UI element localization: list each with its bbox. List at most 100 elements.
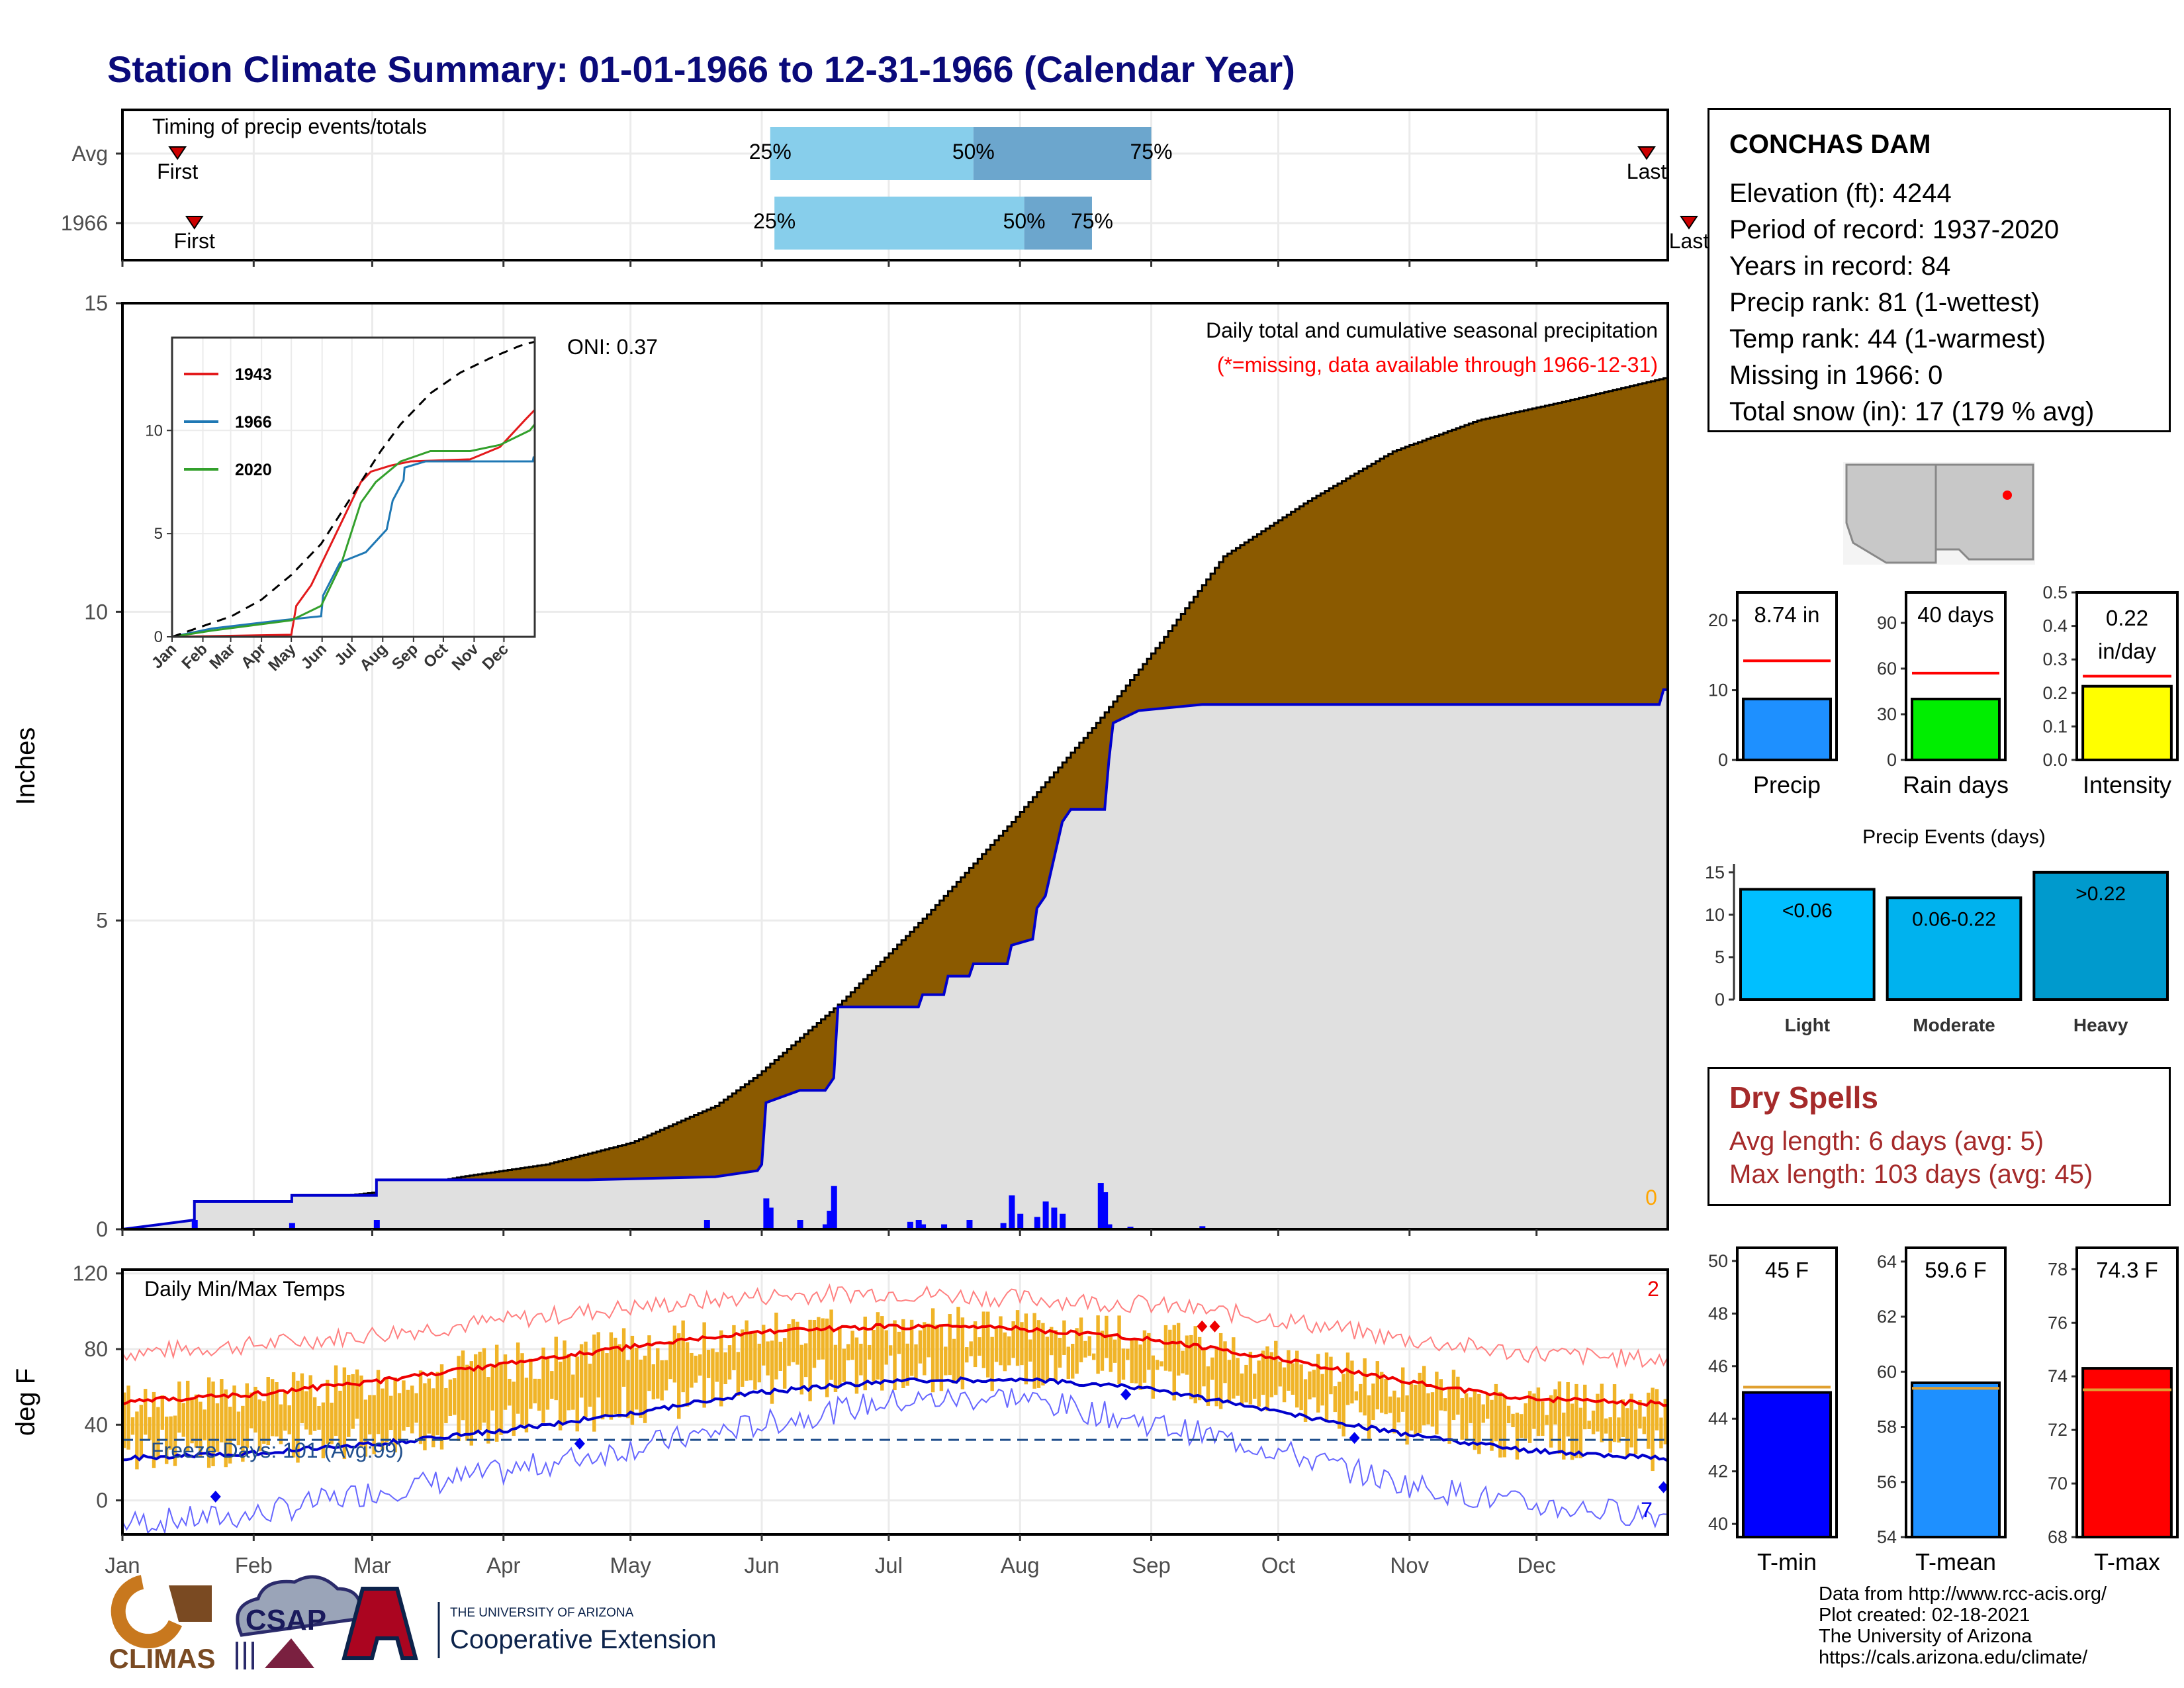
temp-daily-range-bar [723,1352,727,1385]
temp-daily-range-bar [1236,1358,1240,1396]
temp-daily-range-bar [452,1378,457,1415]
temp-daily-range-bar [1477,1394,1481,1454]
events-bar-label: >0.22 [2075,883,2126,905]
temp-daily-range-bar [715,1352,719,1382]
temp-daily-range-bar [690,1352,694,1388]
temp-daily-range-bar [427,1378,432,1434]
precip-daily-bar [1097,1183,1104,1229]
temp-daily-range-bar [232,1385,236,1441]
temp-daily-range-bar [139,1405,144,1459]
temp-daily-range-bar [418,1370,423,1444]
temp-daily-range-bar [1485,1393,1490,1419]
temp-daily-range-bar [1185,1335,1189,1375]
temp-daily-range-bar [1396,1397,1401,1423]
temp-daily-range-bar [1574,1383,1578,1458]
temp-daily-range-bar [126,1385,130,1450]
precip-frame [121,302,1669,1231]
temp-daily-range-bar [1015,1310,1020,1366]
temp-daily-range-bar [334,1365,338,1436]
temp-daily-range-bar [838,1327,842,1385]
temp-daily-range-bar [681,1320,685,1393]
temp-daily-range-bar [275,1382,279,1437]
timing-bar-q1 [774,197,1024,250]
temp-daily-range-bar [499,1362,503,1435]
events-y-tick-label: 15 [1705,863,1725,882]
temp-daily-range-bar [414,1393,418,1423]
temp-daily-range-bar [1422,1366,1426,1426]
temp-daily-range-bar [905,1343,909,1386]
temp-daily-range-bar [842,1348,846,1382]
temp-daily-range-bar [757,1343,762,1383]
temp-daily-range-bar [249,1392,253,1429]
temp-daily-range-bar [698,1354,702,1376]
temp-daily-range-bar [283,1391,287,1431]
temp-daily-range-bar [605,1353,609,1415]
temp-daily-range-bar [317,1405,321,1430]
temp-daily-range-bar [1498,1391,1502,1458]
gauge-y-tick-label: 42 [1708,1462,1728,1481]
temp-daily-range-bar [897,1331,901,1354]
temp-daily-range-bar [1058,1337,1062,1368]
temp-daily-range-bar [266,1377,270,1446]
month-label: Feb [235,1553,273,1577]
map-states [1845,463,2034,564]
month-label: Apr [486,1553,520,1577]
temp-daily-range-bar [706,1350,711,1378]
temp-daily-range-bar [821,1318,825,1360]
temp-daily-range-bar [1647,1392,1651,1449]
temp-daily-range-bar [524,1378,529,1432]
temp-daily-range-bar [296,1380,300,1463]
temp-daily-range-bar [944,1346,948,1376]
temp-daily-range-bar [639,1359,643,1418]
temp-daily-range-bar [194,1394,199,1448]
temp-daily-range-bar [694,1356,698,1383]
credit-plot-date: Plot created: 02-18-2021 [1819,1605,2030,1626]
timing-row-label: 1966 [61,211,108,235]
temp-daily-range-bar [859,1343,863,1376]
temp-daily-range-bar [253,1386,257,1433]
temp-daily-range-bar [575,1356,579,1432]
temp-daily-range-bar [1570,1403,1574,1460]
csap-mountain-icon [265,1638,314,1668]
temp-daily-range-bar [122,1392,126,1448]
station-period: Period of record: 1937-2020 [1729,215,2060,244]
gauge-y-tick-label: 20 [1708,610,1728,630]
temp-daily-range-bar [1109,1336,1113,1372]
temp-daily-range-bar [393,1377,397,1453]
temp-daily-range-bar [148,1417,152,1440]
temp-daily-range-bar [1075,1328,1079,1374]
temp-daily-range-bar [1392,1390,1396,1434]
precip-daily-bar [822,1224,829,1229]
temp-daily-range-bar [1032,1313,1036,1389]
gauge-y-tick-label: 60 [1877,659,1897,679]
precip-daily-bar [915,1220,922,1229]
temp-daily-range-bar [402,1380,406,1431]
precip-daily-bar [1051,1207,1058,1229]
gauge-value-label: 59.6 F [1925,1258,1987,1282]
temp-daily-range-bar [948,1314,952,1376]
map-station-dot [2003,491,2012,500]
temp-daily-range-bar [1079,1317,1083,1362]
precip-daily-bar [941,1224,948,1229]
temp-daily-range-bar [211,1382,215,1466]
temp-daily-range-bar [406,1389,410,1427]
gauge-y-tick-label: 60 [1877,1362,1897,1382]
temp-daily-range-bar [1163,1325,1168,1371]
month-label: May [610,1553,651,1577]
temp-daily-range-bar [537,1378,541,1411]
temp-daily-range-bar [177,1382,181,1433]
temp-daily-range-bar [829,1309,833,1380]
temp-daily-range-bar [512,1382,516,1436]
gauge-frame [2075,1246,2179,1538]
inset-legend-label: 1943 [235,365,272,384]
temp-daily-range-bar [206,1377,211,1468]
temp-daily-range-bar [978,1337,981,1356]
gauge-y-tick-label: 0 [1718,750,1728,770]
temp-daily-range-bar [571,1374,575,1410]
temp-daily-range-bar [1418,1372,1422,1433]
csap-cloud-icon [236,1575,363,1637]
temp-panel: Daily Min/Max Temps Freeze Days: 101 (Avg… [11,1262,1669,1577]
temp-daily-range-bar [592,1335,596,1432]
inset-bg [172,338,535,637]
temp-daily-range-bar [482,1348,486,1423]
